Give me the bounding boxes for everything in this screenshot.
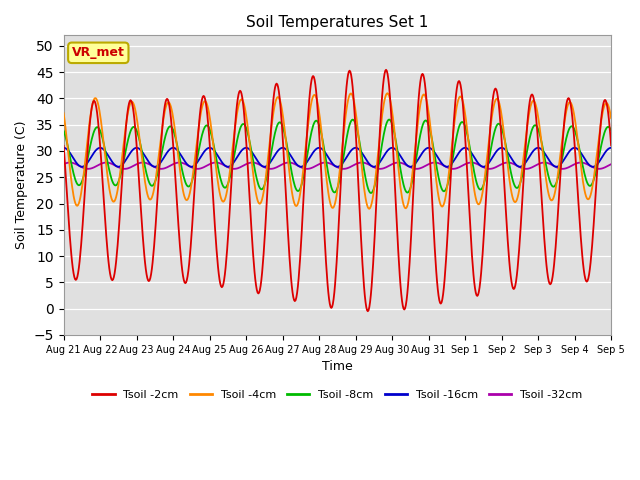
Tsoil -4cm bbox=[204, 103, 211, 108]
Line: Tsoil -4cm: Tsoil -4cm bbox=[63, 93, 611, 209]
Tsoil -16cm bbox=[60, 145, 67, 151]
Tsoil -32cm bbox=[438, 162, 445, 168]
Tsoil -32cm bbox=[330, 163, 338, 168]
Legend: Tsoil -2cm, Tsoil -4cm, Tsoil -8cm, Tsoil -16cm, Tsoil -32cm: Tsoil -2cm, Tsoil -4cm, Tsoil -8cm, Tsoi… bbox=[88, 385, 587, 404]
Tsoil -4cm bbox=[384, 90, 392, 96]
Line: Tsoil -32cm: Tsoil -32cm bbox=[63, 163, 611, 169]
Tsoil -8cm bbox=[607, 128, 615, 133]
Tsoil -8cm bbox=[559, 154, 566, 160]
Tsoil -32cm bbox=[182, 161, 189, 167]
Tsoil -4cm bbox=[438, 204, 445, 209]
Tsoil -16cm bbox=[558, 160, 566, 166]
Tsoil -2cm bbox=[60, 143, 67, 149]
Tsoil -4cm bbox=[329, 205, 337, 211]
Tsoil -8cm bbox=[367, 190, 374, 196]
Tsoil -16cm bbox=[330, 162, 337, 168]
Line: Tsoil -2cm: Tsoil -2cm bbox=[63, 70, 611, 311]
Tsoil -8cm bbox=[204, 123, 211, 129]
Tsoil -2cm bbox=[204, 112, 211, 118]
Tsoil -16cm bbox=[437, 159, 445, 165]
Tsoil -32cm bbox=[607, 161, 615, 167]
Tsoil -4cm bbox=[60, 110, 67, 116]
Line: Tsoil -8cm: Tsoil -8cm bbox=[63, 120, 611, 193]
Tsoil -16cm bbox=[607, 145, 615, 151]
Tsoil -4cm bbox=[559, 134, 566, 140]
Tsoil -2cm bbox=[329, 301, 337, 307]
Tsoil -16cm bbox=[383, 149, 390, 155]
Text: VR_met: VR_met bbox=[72, 46, 125, 60]
Tsoil -2cm bbox=[364, 308, 372, 314]
Tsoil -2cm bbox=[384, 71, 392, 77]
Tsoil -16cm bbox=[78, 164, 86, 169]
Tsoil -2cm bbox=[180, 277, 188, 283]
Tsoil -2cm bbox=[438, 300, 445, 305]
Tsoil -4cm bbox=[180, 192, 188, 197]
X-axis label: Time: Time bbox=[322, 360, 353, 373]
Tsoil -8cm bbox=[329, 188, 337, 194]
Tsoil -8cm bbox=[385, 117, 393, 122]
Tsoil -8cm bbox=[438, 186, 445, 192]
Tsoil -32cm bbox=[559, 166, 566, 172]
Tsoil -2cm bbox=[382, 67, 390, 72]
Tsoil -2cm bbox=[607, 143, 615, 148]
Tsoil -32cm bbox=[205, 162, 212, 168]
Tsoil -32cm bbox=[66, 160, 74, 166]
Tsoil -16cm bbox=[180, 158, 188, 164]
Line: Tsoil -16cm: Tsoil -16cm bbox=[63, 148, 611, 167]
Title: Soil Temperatures Set 1: Soil Temperatures Set 1 bbox=[246, 15, 429, 30]
Tsoil -4cm bbox=[607, 115, 615, 121]
Tsoil -4cm bbox=[365, 206, 373, 212]
Tsoil -32cm bbox=[84, 166, 92, 172]
Tsoil -8cm bbox=[180, 174, 188, 180]
Tsoil -8cm bbox=[383, 120, 390, 125]
Y-axis label: Soil Temperature (C): Soil Temperature (C) bbox=[15, 121, 28, 250]
Tsoil -16cm bbox=[204, 145, 212, 151]
Tsoil -4cm bbox=[383, 91, 390, 96]
Tsoil -32cm bbox=[384, 164, 392, 169]
Tsoil -8cm bbox=[60, 128, 67, 134]
Tsoil -2cm bbox=[559, 141, 566, 147]
Tsoil -32cm bbox=[60, 161, 67, 167]
